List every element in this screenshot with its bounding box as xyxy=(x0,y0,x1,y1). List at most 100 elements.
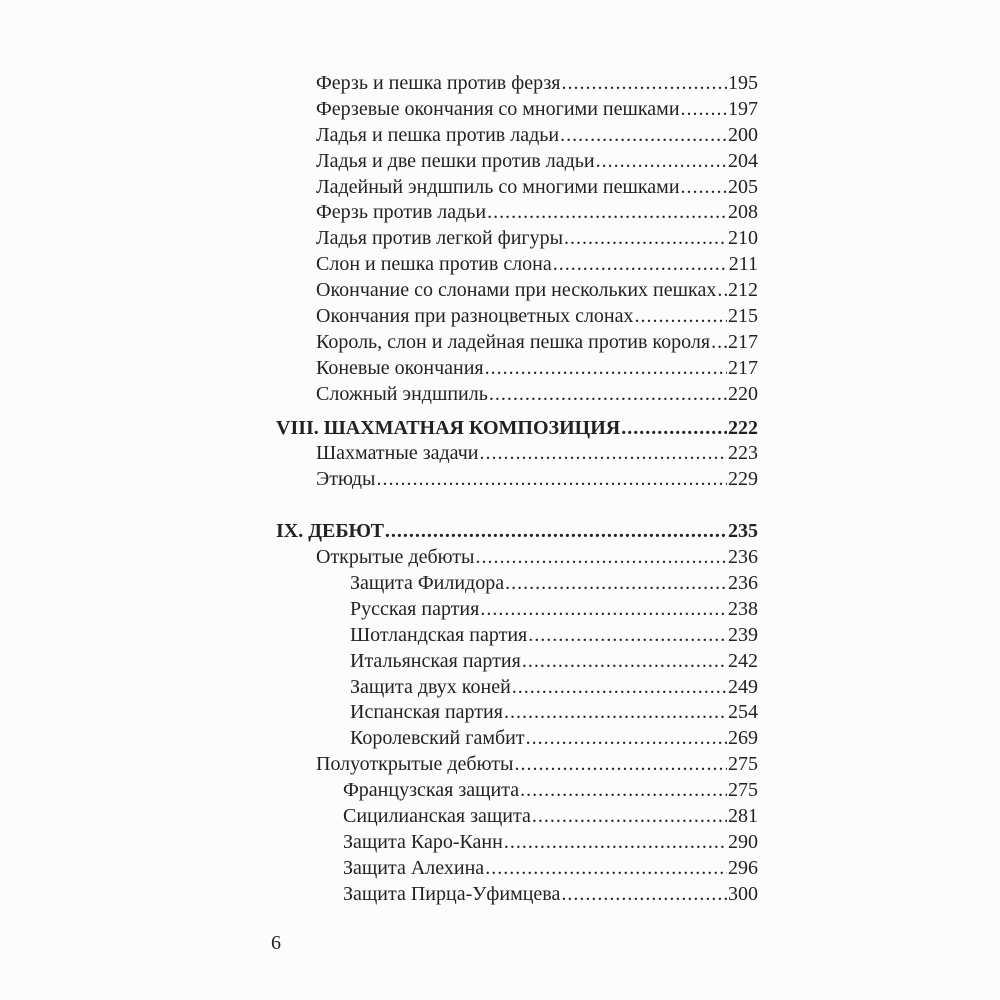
entry-page: 275 xyxy=(728,779,758,802)
entry-title: VIII. ШАХМАТНАЯ КОМПОЗИЦИЯ xyxy=(276,416,621,439)
dot-leader xyxy=(553,252,728,278)
toc-entry: Защита Филидора 236 xyxy=(276,571,758,597)
toc-entry: Ладья и две пешки против ладьи 204 xyxy=(276,149,758,175)
entry-title: Защита Пирца-Уфимцева xyxy=(343,882,561,905)
dot-leader xyxy=(532,804,727,830)
entry-title: Ладейный эндшпиль со многими пешками xyxy=(316,175,680,198)
entry-title: Этюды xyxy=(316,468,376,491)
entry-title: Ладья против легкой фигуры xyxy=(316,227,564,250)
entry-page: 215 xyxy=(728,305,758,328)
chapter-heading: IX. ДЕБЮТ 235 xyxy=(276,519,758,545)
entry-page: 300 xyxy=(728,882,758,905)
entry-page: 236 xyxy=(728,572,758,595)
dot-leader xyxy=(681,175,727,201)
entry-title: Испанская партия xyxy=(350,701,503,724)
toc-section: VIII. ШАХМАТНАЯ КОМПОЗИЦИЯ222Шахматные з… xyxy=(276,416,758,494)
dot-leader xyxy=(489,382,727,408)
toc-entry: Защита Пирца-Уфимцева 300 xyxy=(276,882,758,908)
toc-entry: Французская защита 275 xyxy=(276,778,758,804)
entry-title: Сицилианская защита xyxy=(343,805,531,828)
toc-entry: Коневые окончания 217 xyxy=(276,356,758,382)
entry-page: 200 xyxy=(728,123,758,146)
chapter-heading: VIII. ШАХМАТНАЯ КОМПОЗИЦИЯ 222 xyxy=(276,416,758,442)
entry-page: 204 xyxy=(728,149,758,172)
entry-title: IX. ДЕБЮТ xyxy=(276,520,384,543)
entry-title: Коневые окончания xyxy=(316,356,484,379)
toc-entry: Ладейный эндшпиль со многими пешками 205 xyxy=(276,175,758,201)
toc-section: Ферзь и пешка против ферзя 195 Ферзевые ок… xyxy=(276,71,758,408)
dot-leader xyxy=(560,123,727,149)
toc-entry: Защита двух коней 249 xyxy=(276,675,758,701)
entry-page: 208 xyxy=(728,201,758,224)
dot-leader xyxy=(504,830,727,856)
entry-page: 217 xyxy=(728,356,758,379)
dot-leader xyxy=(479,441,727,467)
toc-entry: Ферзь и пешка против ферзя 195 xyxy=(276,71,758,97)
toc-entry: Полуоткрытые дебюты 275 xyxy=(276,752,758,778)
entry-page: 242 xyxy=(728,649,758,672)
dot-leader xyxy=(514,752,727,778)
entry-page: 235 xyxy=(728,520,758,543)
dot-leader xyxy=(504,700,727,726)
entry-title: Окончание со слонами при нескольких пешк… xyxy=(316,279,717,302)
entry-page: 211 xyxy=(728,253,758,276)
entry-page: 296 xyxy=(728,856,758,879)
entry-title: Королевский гамбит xyxy=(350,727,525,750)
entry-title: Сложный эндшпиль xyxy=(316,382,488,405)
entry-title: Ферзевые окончания со многими пешками xyxy=(316,97,680,120)
toc-entry: Ладья против легкой фигуры 210 xyxy=(276,226,758,252)
entry-title: Ладья и пешка против ладьи xyxy=(316,123,560,146)
toc-entry: Защита Алехина 296 xyxy=(276,856,758,882)
entry-title: Окончания при разноцветных слонах xyxy=(316,305,634,328)
toc-entry: Слон и пешка против слона 211 xyxy=(276,252,758,278)
entry-title: Защита Алехина xyxy=(343,856,485,879)
entry-page: 236 xyxy=(728,546,758,569)
table-of-contents: Ферзь и пешка против ферзя 195 Ферзевые ок… xyxy=(276,71,758,908)
dot-leader xyxy=(487,200,727,226)
entry-title: Французская защита xyxy=(343,779,520,802)
dot-leader xyxy=(376,467,727,493)
entry-page: 217 xyxy=(728,330,758,353)
dot-leader xyxy=(681,97,727,123)
dot-leader xyxy=(520,778,727,804)
entry-title: Ладья и две пешки против ладьи xyxy=(316,149,595,172)
toc-entry: Открытые дебюты 236 xyxy=(276,545,758,571)
toc-entry: Шахматные задачи 223 xyxy=(276,441,758,467)
entry-title: Ферзь против ладьи xyxy=(316,201,487,224)
dot-leader xyxy=(635,304,728,330)
dot-leader xyxy=(596,149,727,175)
entry-page: 269 xyxy=(728,727,758,750)
dot-leader xyxy=(528,623,727,649)
dot-leader xyxy=(485,856,727,882)
dot-leader xyxy=(526,726,727,752)
dot-leader xyxy=(475,545,727,571)
entry-title: Шотландская партия xyxy=(350,623,528,646)
entry-page: 205 xyxy=(728,175,758,198)
entry-title: Итальянская партия xyxy=(350,649,521,672)
entry-title: Защита двух коней xyxy=(350,675,511,698)
entry-page: 210 xyxy=(728,227,758,250)
toc-entry: Окончание со слонами при нескольких пешк… xyxy=(276,278,758,304)
entry-page: 249 xyxy=(728,675,758,698)
entry-page: 275 xyxy=(728,753,758,776)
toc-entry: Ладья и пешка против ладьи 200 xyxy=(276,123,758,149)
toc-entry: Ферзь против ладьи 208 xyxy=(276,200,758,226)
dot-leader xyxy=(512,675,727,701)
entry-page: 281 xyxy=(728,805,758,828)
dot-leader xyxy=(717,278,727,304)
toc-entry: Защита Каро-Канн 290 xyxy=(276,830,758,856)
entry-page: 212 xyxy=(728,279,758,302)
entry-page: 238 xyxy=(728,597,758,620)
entry-title: Шахматные задачи xyxy=(316,442,479,465)
entry-page: 197 xyxy=(728,97,758,120)
toc-entry: Окончания при разноцветных слонах 215 xyxy=(276,304,758,330)
toc-entry: Этюды 229 xyxy=(276,467,758,493)
entry-page: 220 xyxy=(728,382,758,405)
dot-leader xyxy=(564,226,727,252)
entry-title: Король, слон и ладейная пешка против кор… xyxy=(316,330,711,353)
dot-leader xyxy=(711,330,727,356)
entry-page: 239 xyxy=(728,623,758,646)
toc-entry: Русская партия 238 xyxy=(276,597,758,623)
dot-leader xyxy=(385,519,727,545)
